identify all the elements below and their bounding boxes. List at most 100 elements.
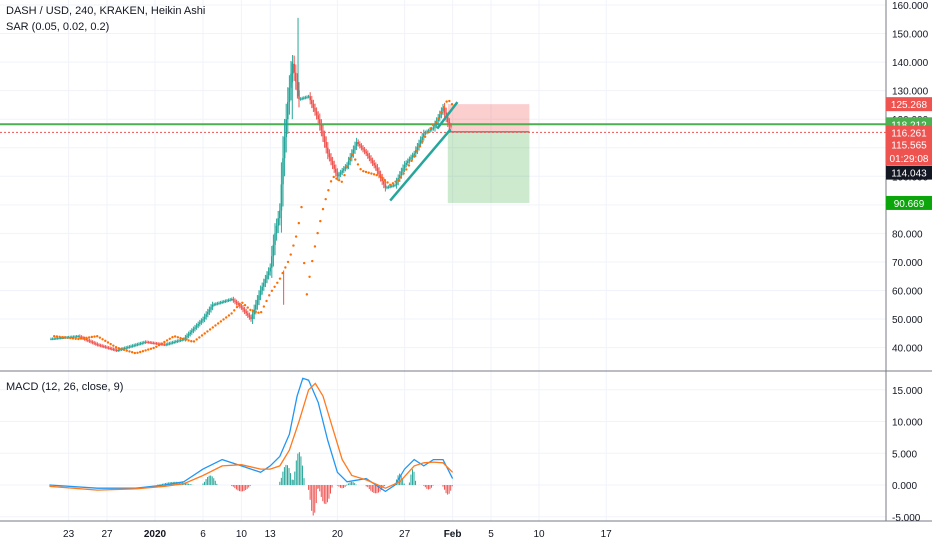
- candle-body: [119, 349, 121, 351]
- candle-body: [224, 300, 227, 302]
- candle-body: [218, 302, 220, 304]
- candle-body: [189, 332, 191, 335]
- candle-body: [386, 187, 388, 189]
- candle-body: [279, 210, 281, 219]
- candle-body: [346, 164, 348, 167]
- candle-body: [192, 329, 195, 331]
- sar-dot: [448, 99, 451, 103]
- sar-dot: [157, 344, 161, 347]
- candle-body: [149, 342, 151, 344]
- candle-body: [107, 347, 110, 349]
- candle-body: [202, 319, 204, 321]
- candle-body: [216, 303, 219, 305]
- macd-tick-label: 15.000: [892, 386, 923, 397]
- signal-line: [49, 382, 454, 491]
- candle-body: [253, 309, 255, 315]
- trend-line: [436, 101, 459, 130]
- candle-body: [277, 218, 279, 226]
- sar-dot: [208, 328, 212, 331]
- candle-body: [282, 158, 284, 185]
- candle-body: [80, 336, 83, 338]
- time-tick-label: 27: [399, 529, 411, 540]
- candle-body: [231, 299, 233, 301]
- price-tick-label: 160.000: [892, 1, 929, 12]
- candle-body: [343, 168, 345, 171]
- candle-body: [130, 346, 132, 348]
- candle-body: [280, 184, 283, 211]
- sar-dot: [184, 338, 188, 341]
- stop-loss-zone: [447, 104, 530, 132]
- sar-dot: [313, 245, 317, 248]
- candle-body: [266, 275, 268, 280]
- candle-body: [106, 347, 108, 349]
- sar-dot: [386, 181, 389, 184]
- time-tick-label: 5: [488, 529, 494, 540]
- candle-body: [79, 336, 81, 338]
- sar-dot: [340, 180, 344, 183]
- candle-body: [330, 157, 332, 162]
- candle-body: [327, 147, 329, 154]
- time-tick-label: 27: [101, 529, 113, 540]
- candle-body: [362, 147, 364, 150]
- sar-dot: [79, 337, 83, 340]
- candle-body: [295, 72, 297, 82]
- candle-body: [255, 304, 257, 310]
- sar-dot: [329, 180, 333, 183]
- candle-body: [272, 244, 275, 257]
- sar-dot: [219, 320, 223, 323]
- candle-body: [74, 336, 76, 338]
- candle-body: [303, 97, 305, 99]
- sar-dot: [281, 271, 284, 275]
- candle-body: [229, 299, 231, 301]
- candle-body: [416, 146, 419, 151]
- candle-body: [93, 342, 95, 344]
- candle-body: [213, 304, 215, 306]
- sar-dot: [222, 318, 225, 321]
- sar-dot: [160, 342, 163, 345]
- sar-dot: [163, 340, 166, 344]
- candle-body: [323, 136, 326, 143]
- sar-dot: [343, 173, 346, 177]
- sar-dot: [206, 330, 209, 333]
- candle-body: [195, 325, 198, 328]
- candle-body: [168, 343, 171, 345]
- sar-dot: [165, 339, 169, 342]
- sar-dot: [426, 130, 430, 134]
- candle-body: [58, 338, 60, 340]
- candle-body: [101, 345, 103, 347]
- candle-body: [378, 171, 380, 175]
- sar-dot: [179, 336, 182, 340]
- price-tick-label: 50.000: [892, 315, 923, 326]
- sar-dot: [324, 197, 327, 201]
- sar-dot: [187, 339, 190, 342]
- candle-body: [315, 111, 318, 116]
- grid: [0, 0, 886, 521]
- candle-body: [152, 342, 155, 344]
- sar-dot: [311, 259, 314, 263]
- candle-body: [178, 340, 180, 342]
- sar-dot: [407, 164, 411, 167]
- sar-dot: [440, 111, 443, 115]
- candle-body: [136, 344, 139, 346]
- candle-body: [197, 324, 199, 326]
- candle-body: [123, 348, 126, 350]
- candle-body: [448, 122, 451, 126]
- candle-body: [146, 341, 148, 343]
- candle-body: [75, 336, 78, 338]
- sar-dot: [262, 305, 266, 308]
- sar-dot: [69, 336, 72, 340]
- sar-dot: [257, 311, 260, 314]
- price-tag: [886, 137, 932, 152]
- macd-tick-label: 10.000: [892, 418, 923, 429]
- sar-dot: [128, 350, 131, 353]
- sar-dot: [198, 336, 201, 339]
- sar-dot: [418, 145, 421, 148]
- sar-dot: [415, 149, 419, 153]
- sar-dot: [378, 174, 381, 178]
- price-tick-label: 130.000: [892, 87, 929, 98]
- candle-body: [210, 307, 212, 310]
- sar-dot: [410, 159, 413, 162]
- candle-body: [109, 348, 111, 350]
